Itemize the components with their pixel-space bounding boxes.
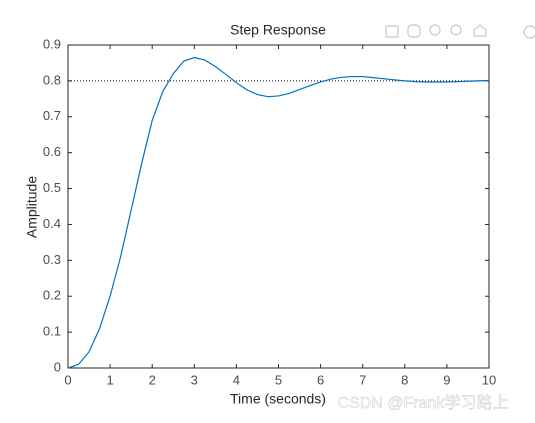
- x-tick-label: 2: [149, 372, 156, 387]
- y-tick-label: 0.6: [43, 144, 61, 159]
- x-tick-label: 8: [401, 372, 408, 387]
- chart-title: Step Response: [230, 22, 326, 38]
- x-tick-label: 5: [275, 372, 282, 387]
- toolbar-icon[interactable]: [385, 25, 399, 38]
- x-axis-label: Time (seconds): [230, 391, 326, 407]
- x-tick-label: 10: [482, 372, 496, 387]
- y-tick-label: 0.2: [43, 288, 61, 303]
- toolbar-icon[interactable]: [407, 24, 421, 38]
- toolbar: [385, 24, 535, 39]
- x-tick-label: 1: [106, 372, 113, 387]
- y-tick-label: 0.1: [43, 324, 61, 339]
- y-tick-label: 0.5: [43, 180, 61, 195]
- x-tick-label: 3: [191, 372, 198, 387]
- y-tick-label: 0.4: [43, 216, 61, 231]
- toolbar-icon[interactable]: [429, 24, 441, 36]
- response-line: [67, 56, 490, 369]
- y-axis-label: Amplitude: [24, 176, 40, 238]
- y-tick-label: 0.7: [43, 108, 61, 123]
- x-tick-label: 9: [443, 372, 450, 387]
- axes-box: [67, 44, 490, 369]
- x-tick-label: 0: [64, 372, 71, 387]
- x-tick-label: 7: [359, 372, 366, 387]
- y-tick-label: 0.9: [43, 36, 61, 51]
- watermark: CSDN @Frank学习路上: [338, 394, 509, 412]
- toolbar-icon[interactable]: [523, 25, 535, 39]
- y-tick-label: 0.3: [43, 252, 61, 267]
- toolbar-icon[interactable]: [450, 24, 462, 36]
- toolbar-icon[interactable]: [473, 24, 487, 37]
- y-tick-label: 0.8: [43, 72, 61, 87]
- y-tick-label: 0: [54, 359, 61, 374]
- x-tick-label: 4: [233, 372, 240, 387]
- x-tick-label: 6: [317, 372, 324, 387]
